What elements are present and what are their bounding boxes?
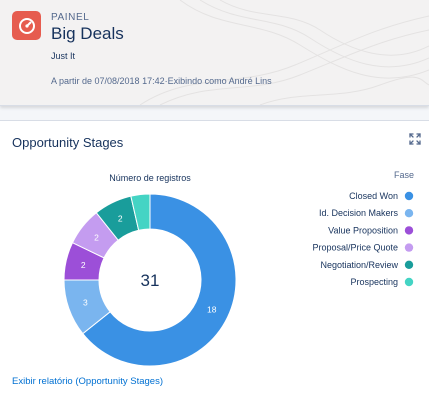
legend-label: Closed Won	[349, 191, 398, 201]
legend-swatch	[404, 191, 414, 201]
donut-slice-closed-won[interactable]	[82, 193, 237, 367]
donut-slice-prospecting[interactable]	[130, 193, 151, 231]
slice-value-label: 2	[81, 260, 86, 270]
dashboard-gauge-icon	[12, 11, 41, 40]
donut-chart: Número de registros 18 3 2 2 2 31 Fase Close…	[63, 170, 414, 367]
legend-swatch	[404, 243, 414, 252]
legend-item-closed-won[interactable]: Closed Won	[349, 191, 414, 201]
page-subtitle: Just It	[51, 51, 76, 61]
view-report-link[interactable]: Exibir relatório (Opportunity Stages)	[12, 376, 164, 387]
page-type-label: PAINEL	[51, 12, 90, 23]
legend-swatch	[404, 226, 414, 235]
legend-label: Id. Decision Makers	[319, 208, 399, 218]
legend-item-prospecting[interactable]: Prospecting	[350, 277, 414, 287]
legend-swatch	[404, 260, 414, 269]
legend-label: Prospecting	[350, 277, 398, 287]
slice-value-label: 2	[94, 232, 99, 242]
legend-item-negotiation-review[interactable]: Negotiation/Review	[320, 260, 414, 270]
slice-value-label: 3	[83, 298, 88, 308]
chart-title: Número de registros	[109, 173, 191, 183]
legend-item-id-decision-makers[interactable]: Id. Decision Makers	[319, 208, 414, 218]
legend-label: Proposal/Price Quote	[312, 243, 398, 253]
legend-title: Fase	[394, 170, 414, 180]
slice-value-label: 18	[207, 305, 217, 315]
header-background-pattern	[139, 0, 429, 105]
expand-icon[interactable]	[409, 133, 421, 145]
legend-label: Negotiation/Review	[320, 260, 398, 270]
legend-item-value-proposition[interactable]: Value Proposition	[328, 225, 414, 235]
slice-value-label: 2	[118, 213, 123, 223]
dashboard-component-card: Opportunity Stages Número de registros 1…	[0, 120, 429, 403]
dashboard-meta: A partir de 07/08/2018 17:42·Exibindo co…	[51, 76, 272, 86]
legend-swatch	[404, 209, 414, 218]
legend-swatch	[404, 277, 414, 287]
legend-item-proposal-price-quote[interactable]: Proposal/Price Quote	[312, 243, 414, 253]
dashboard-header: PAINEL Big Deals Just It A partir de 07/…	[0, 0, 429, 106]
legend-label: Value Proposition	[328, 225, 398, 235]
page-title: Big Deals	[51, 24, 124, 43]
component-title: Opportunity Stages	[12, 135, 124, 150]
chart-total-value: 31	[141, 271, 160, 290]
